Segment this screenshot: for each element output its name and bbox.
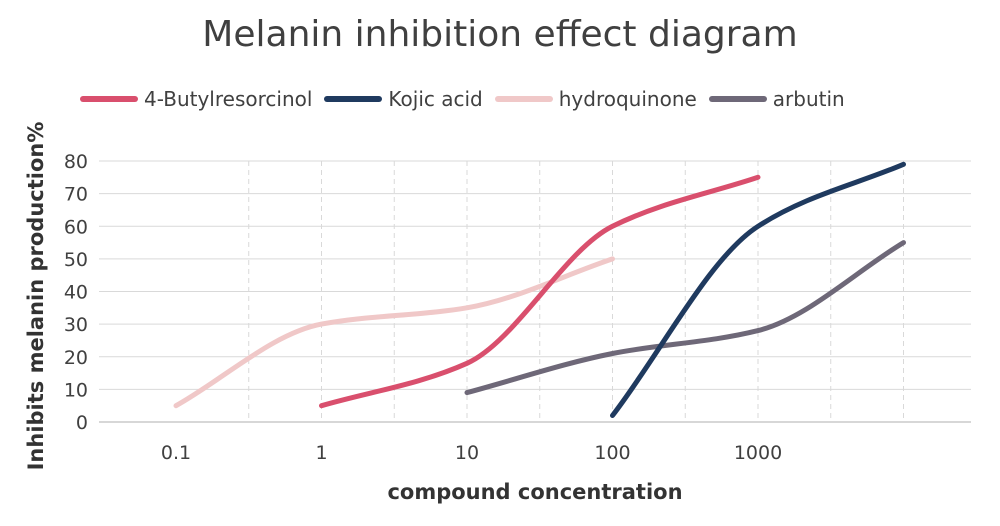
legend-item-arbutin: arbutin (708, 87, 845, 111)
y-tick-label: 20 (64, 347, 88, 369)
y-tick-label: 70 (64, 184, 88, 206)
series-line-hydroquinone (173, 256, 615, 409)
series-line-kojic-acid (610, 161, 906, 418)
tick-labels: 0 10 20 30 40 50 60 70 80 0.1 1 10 100 1000 (64, 151, 782, 464)
legend-label-hydroquinone: hydroquinone (558, 87, 697, 111)
y-tick-label: 0 (76, 412, 88, 434)
series-line-arbutin (464, 240, 906, 396)
legend-swatch-4-butylresorcinol (80, 96, 138, 102)
series-line-4-butylresorcinol (319, 174, 761, 409)
legend-label-4-butylresorcinol: 4-Butylresorcinol (144, 87, 313, 111)
x-tick-label: 1000 (734, 442, 782, 464)
chart-legend: 4-Butylresorcinol Kojic acid hydroquinon… (80, 84, 857, 114)
y-tick-label: 50 (64, 249, 88, 271)
x-tick-label: 10 (455, 442, 479, 464)
legend-item-hydroquinone: hydroquinone (494, 87, 697, 111)
series-lines (173, 161, 906, 418)
x-tick-label: 0.1 (161, 442, 191, 464)
legend-item-kojic-acid: Kojic acid (324, 87, 483, 111)
legend-swatch-kojic-acid (324, 96, 383, 102)
legend-swatch-arbutin (708, 96, 767, 102)
x-axis-label: compound concentration (387, 480, 683, 504)
y-tick-label: 60 (64, 216, 88, 238)
y-tick-label: 40 (64, 282, 88, 304)
x-tick-label: 100 (594, 442, 630, 464)
legend-swatch-hydroquinone (494, 96, 553, 102)
legend-item-4-butylresorcinol: 4-Butylresorcinol (80, 87, 312, 111)
gridlines (99, 160, 971, 422)
legend-label-kojic-acid: Kojic acid (388, 87, 483, 111)
legend-label-arbutin: arbutin (772, 87, 845, 111)
y-tick-label: 10 (64, 379, 88, 401)
x-tick-label: 1 (315, 442, 327, 464)
y-tick-label: 30 (64, 314, 88, 336)
chart-title: Melanin inhibition effect diagram (202, 14, 798, 55)
y-tick-label: 80 (64, 151, 88, 173)
